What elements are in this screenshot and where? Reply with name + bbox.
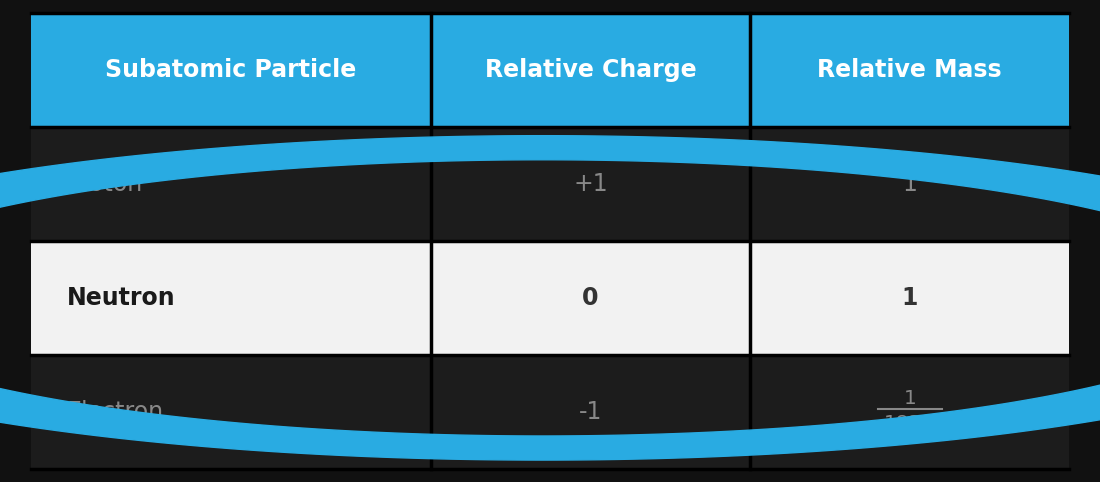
FancyBboxPatch shape: [750, 127, 1069, 241]
Text: Proton: Proton: [67, 172, 143, 196]
Text: 1836: 1836: [884, 414, 935, 433]
Text: 1: 1: [903, 388, 916, 408]
FancyBboxPatch shape: [31, 13, 430, 127]
Text: 0: 0: [582, 286, 598, 310]
FancyBboxPatch shape: [430, 13, 750, 127]
FancyBboxPatch shape: [750, 241, 1069, 355]
FancyBboxPatch shape: [31, 127, 430, 241]
FancyBboxPatch shape: [750, 13, 1069, 127]
Text: 1: 1: [902, 286, 918, 310]
FancyBboxPatch shape: [430, 241, 750, 355]
FancyBboxPatch shape: [31, 355, 430, 469]
Text: -1: -1: [579, 400, 602, 424]
FancyBboxPatch shape: [430, 127, 750, 241]
Text: +1: +1: [573, 172, 608, 196]
FancyBboxPatch shape: [430, 355, 750, 469]
Polygon shape: [0, 135, 1100, 240]
FancyBboxPatch shape: [750, 355, 1069, 469]
Text: 1: 1: [902, 172, 917, 196]
Text: Electron: Electron: [67, 400, 164, 424]
Text: Relative Charge: Relative Charge: [485, 58, 696, 82]
Text: Neutron: Neutron: [67, 286, 175, 310]
Text: Relative Mass: Relative Mass: [817, 58, 1002, 82]
FancyBboxPatch shape: [31, 241, 430, 355]
Polygon shape: [0, 356, 1100, 460]
Text: Subatomic Particle: Subatomic Particle: [106, 58, 356, 82]
